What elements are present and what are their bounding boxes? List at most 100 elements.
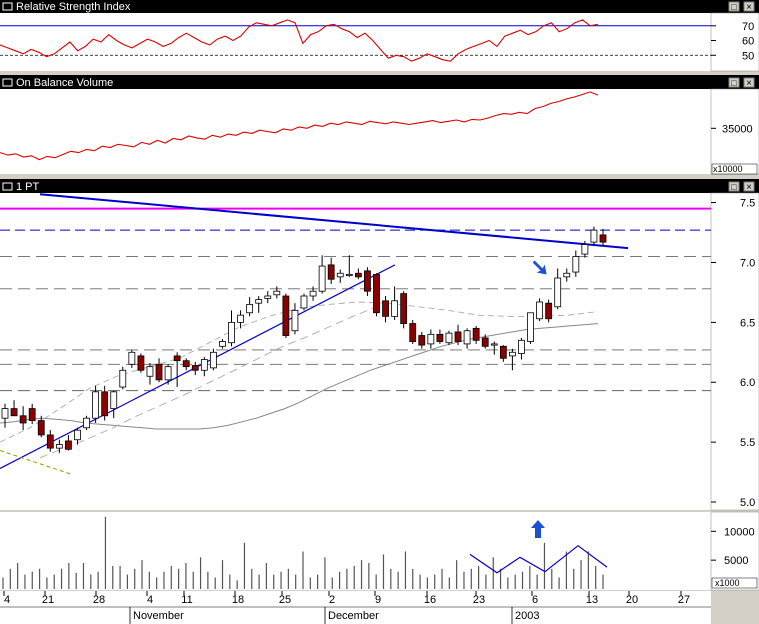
rsi-tick-label: 50 xyxy=(742,50,754,62)
rsi-close-glyph: × xyxy=(746,2,752,13)
price-tick-label: 6.0 xyxy=(740,377,755,389)
obv-y-axis xyxy=(710,88,759,175)
volume-multiplier-box xyxy=(711,577,758,589)
window-icon xyxy=(2,2,13,11)
rsi-tick-label: 70 xyxy=(742,21,754,33)
price-tick-label: 5.5 xyxy=(740,437,755,449)
candle-up xyxy=(228,321,235,344)
obv-close-button[interactable] xyxy=(743,77,755,88)
x-month-label: 2003 xyxy=(515,610,539,622)
candle-up xyxy=(345,274,353,277)
candle-up xyxy=(83,417,90,429)
candle-down xyxy=(481,337,489,347)
candle-up xyxy=(128,351,136,365)
x-day-label: 20 xyxy=(626,594,638,606)
price-close-button[interactable] xyxy=(743,181,755,192)
candle-down xyxy=(191,365,199,371)
obv-tick-label: 35000 xyxy=(722,123,753,135)
candle-down xyxy=(155,363,163,381)
obv-maximize-button[interactable] xyxy=(728,77,740,88)
candle-down xyxy=(382,300,389,317)
candle-up xyxy=(508,351,516,357)
candle-up xyxy=(309,290,317,297)
volume-y-axis xyxy=(710,511,759,591)
candle-down xyxy=(37,420,45,436)
candle-down xyxy=(182,360,190,368)
obv-maximize-glyph: □ xyxy=(731,78,737,88)
price-panel-title: 1 PT xyxy=(16,181,40,193)
price-chart: 7.5 7.0 6.5 6.0 5.5 5.0 xyxy=(0,193,755,509)
rsi-panel-title: Relative Strength Index xyxy=(16,1,131,13)
x-month-label: November xyxy=(133,610,184,622)
candle-down xyxy=(499,345,507,359)
price-tick-label: 7.0 xyxy=(740,257,755,269)
candle-up xyxy=(554,277,562,308)
obv-multiplier-box xyxy=(711,163,758,175)
price-y-axis xyxy=(710,192,759,511)
candle-up xyxy=(463,330,471,345)
x-day-label: 27 xyxy=(678,594,690,606)
candle-up xyxy=(336,272,344,278)
volume-pattern-line xyxy=(469,544,608,574)
rsi-close-button[interactable] xyxy=(743,1,755,12)
rsi-y-axis xyxy=(710,12,759,72)
candle-up xyxy=(427,333,435,345)
volume-multiplier-label: x1000 xyxy=(715,578,740,588)
x-day-label: 2 xyxy=(329,594,335,606)
rsi-line xyxy=(0,19,599,62)
rsi-maximize-glyph: □ xyxy=(731,2,737,12)
window-icon xyxy=(2,182,13,191)
x-day-label: 23 xyxy=(473,594,485,606)
candle-up xyxy=(391,300,399,317)
x-axis-labels: 4 21 28 4 11 18 25 2 9 16 23 6 13 20 27 November Decembe… xyxy=(3,591,690,624)
candle-up xyxy=(527,312,534,342)
price-tick-label: 7.5 xyxy=(740,198,755,210)
candle-up xyxy=(536,301,543,320)
candle-down xyxy=(373,274,380,314)
candle-up xyxy=(563,272,571,278)
candle-down xyxy=(354,272,362,278)
x-day-label: 11 xyxy=(181,594,192,606)
x-day-label: 25 xyxy=(279,594,291,606)
candle-down xyxy=(599,234,607,243)
price-close-glyph: × xyxy=(746,182,752,193)
volume-tick-label: 5000 xyxy=(724,555,748,567)
x-day-label: 6 xyxy=(532,594,538,606)
candle-up xyxy=(445,332,453,344)
price-tick-label: 6.5 xyxy=(740,317,755,329)
x-month-label: December xyxy=(328,610,379,622)
candle-up xyxy=(164,366,172,381)
obv-multiplier-label: x10000 xyxy=(713,164,743,174)
x-day-label: 13 xyxy=(586,594,598,606)
candle-down xyxy=(409,323,417,342)
candle-up xyxy=(518,339,525,354)
annotation-arrow-icon xyxy=(532,260,547,275)
candle-down xyxy=(454,331,462,342)
candle-up xyxy=(318,265,326,292)
obv-line xyxy=(0,91,599,161)
candle-down xyxy=(400,293,408,324)
x-day-label: 16 xyxy=(424,594,436,606)
candle-down xyxy=(418,335,426,346)
volume-tick-label: 10000 xyxy=(724,526,755,538)
candle-up xyxy=(119,369,127,388)
support-line xyxy=(0,450,73,475)
obv-title-bar[interactable] xyxy=(0,75,759,89)
candle-down xyxy=(137,355,145,371)
price-maximize-glyph: □ xyxy=(731,182,737,192)
x-day-label: 4 xyxy=(4,594,10,606)
obv-chart: 35000 x10000 xyxy=(0,91,758,175)
price-maximize-button[interactable] xyxy=(728,181,740,192)
rsi-maximize-button[interactable] xyxy=(728,1,740,12)
x-day-label: 9 xyxy=(375,594,381,606)
rsi-title-bar[interactable] xyxy=(0,0,759,13)
candle-down xyxy=(282,295,290,336)
candle-up xyxy=(581,244,589,255)
downtrend-line xyxy=(39,193,629,250)
moving-average-short xyxy=(39,305,381,459)
price-title-bar[interactable] xyxy=(0,179,759,193)
candle-up xyxy=(237,314,244,323)
candle-up xyxy=(146,366,154,377)
candle-up xyxy=(291,309,299,332)
